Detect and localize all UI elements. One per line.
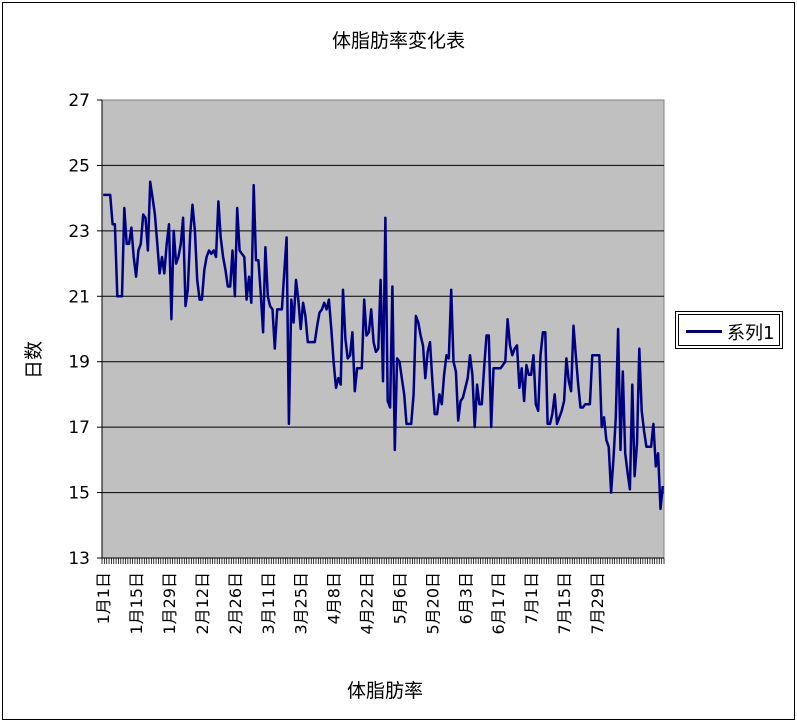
y-tick-label: 15 — [68, 484, 90, 504]
x-axis: 1月1日 1月15日 1月29日 2月12日 2月26日 3月11日 3月25日 4月8日 4月… — [94, 557, 665, 635]
x-tick-label: 1月15日 — [127, 572, 146, 635]
x-tick-label: 7月1日 — [522, 572, 541, 624]
x-tick-label: 4月8日 — [325, 572, 344, 624]
x-tick-label: 1月1日 — [94, 572, 113, 624]
y-tick-label: 21 — [68, 287, 90, 307]
x-tick-label: 5月6日 — [390, 572, 409, 624]
x-tick-label: 7月29日 — [588, 572, 607, 635]
y-tick-label: 17 — [68, 418, 90, 438]
chart-title: 体脂肪率変化表 — [331, 30, 465, 52]
y-tick-label: 25 — [68, 156, 90, 176]
x-tick-label: 4月22日 — [358, 572, 377, 635]
x-tick-label: 2月26日 — [226, 572, 245, 635]
y-tick-label: 23 — [68, 222, 90, 242]
y-axis: 13 15 17 19 21 23 25 27 — [68, 91, 103, 569]
y-tick-label: 27 — [68, 91, 90, 111]
x-axis-title: 体脂肪率 — [346, 680, 423, 702]
x-tick-label: 6月3日 — [456, 572, 475, 624]
y-tick-label: 13 — [68, 549, 90, 569]
legend: 系列1 — [675, 311, 783, 349]
x-tick-label: 2月12日 — [193, 572, 212, 635]
x-tick-label: 1月29日 — [160, 572, 179, 635]
legend-label: 系列1 — [727, 323, 775, 344]
legend-entry: 系列1 — [678, 314, 780, 346]
x-tick-label: 3月11日 — [259, 572, 278, 635]
series-line-1 — [103, 180, 665, 511]
x-tick-label: 7月15日 — [555, 572, 574, 635]
x-tick-label: 5月20日 — [423, 572, 442, 635]
x-tick-label: 6月17日 — [489, 572, 508, 635]
x-tick-label: 3月25日 — [292, 572, 311, 635]
legend-swatch — [686, 330, 722, 333]
y-tick-label: 19 — [68, 353, 90, 373]
